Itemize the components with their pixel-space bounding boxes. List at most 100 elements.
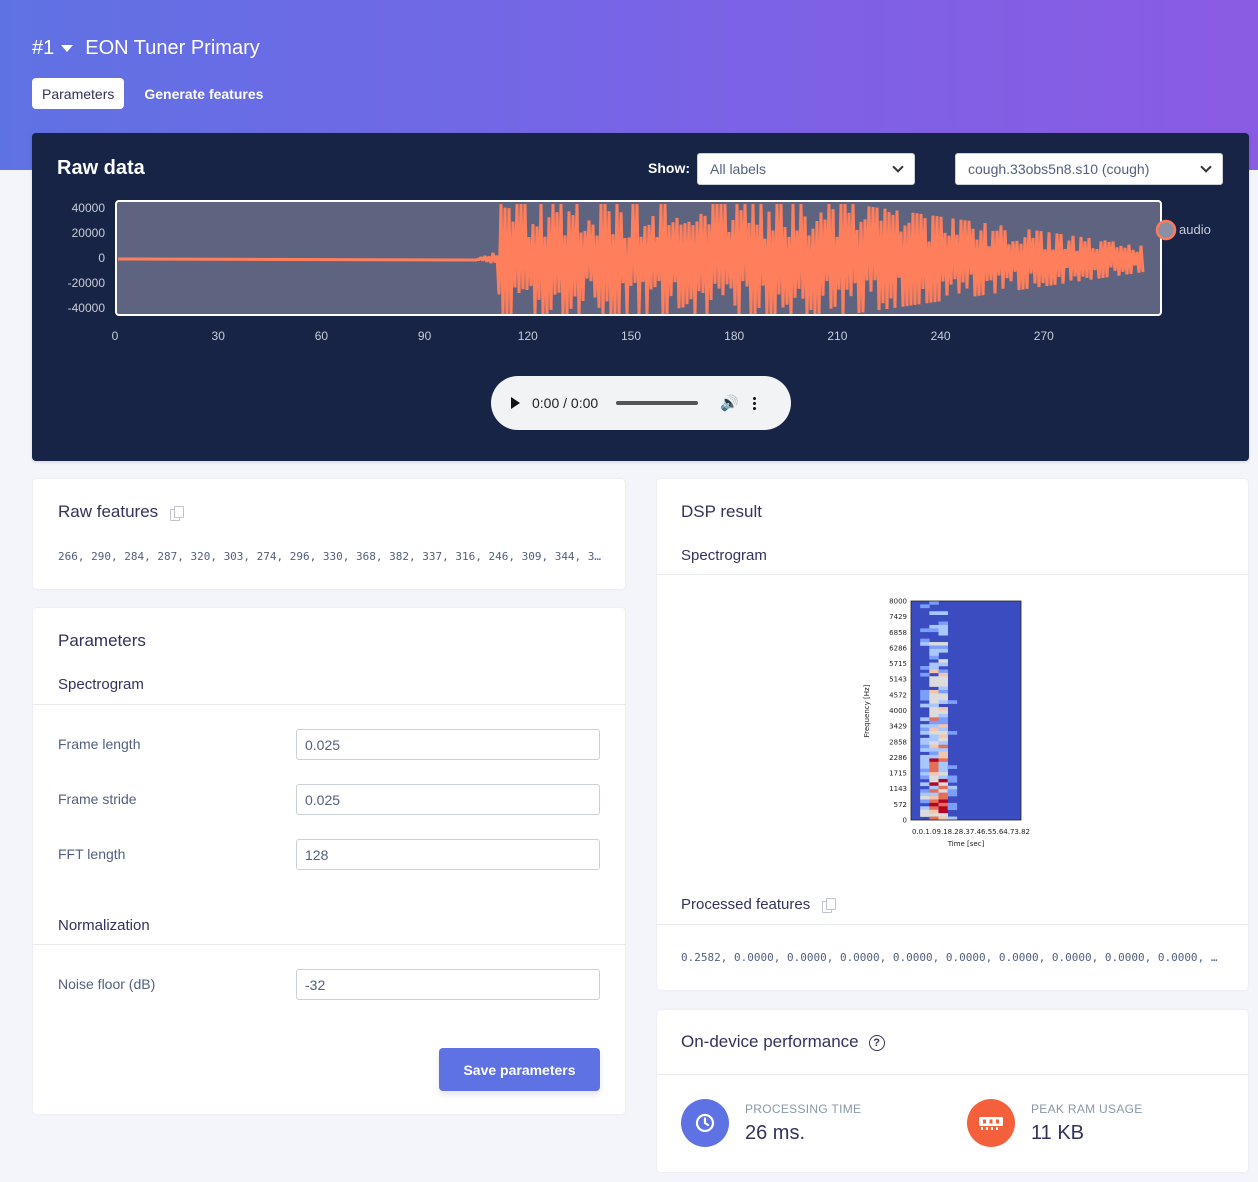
- divider: [33, 704, 625, 705]
- spectrogram-cell: [938, 686, 948, 691]
- spectrogram-y-tick: 5143: [889, 676, 907, 684]
- spectrogram-cell: [938, 662, 948, 667]
- spectrogram-cell: [938, 669, 948, 674]
- y-tick-label: -40000: [68, 301, 106, 315]
- spectrogram-cell: [938, 713, 948, 718]
- spectrogram-cell: [920, 642, 930, 646]
- spectrogram-cell: [938, 724, 948, 728]
- spectrogram-cell: [929, 645, 939, 650]
- spectrogram-cell: [929, 809, 939, 814]
- frame-stride-input[interactable]: 0.025: [296, 784, 600, 815]
- label-filter-select[interactable]: All labels: [697, 153, 915, 185]
- x-axis: 0 30 60 90 120 150 180 210 240 270: [112, 329, 1054, 343]
- spectrogram-cell: [938, 631, 948, 636]
- spectrogram-x-label: Time [sec]: [947, 840, 985, 848]
- spectrogram-y-tick: 4000: [889, 707, 907, 715]
- spectrogram-cell: [938, 775, 948, 780]
- processed-features-title: Processed features: [681, 896, 837, 914]
- parameters-title: Parameters: [58, 631, 146, 650]
- memory-chip-icon: [967, 1099, 1015, 1147]
- spectrogram-cell: [938, 765, 948, 769]
- spectrogram-cell: [929, 789, 939, 793]
- spectrogram-cell: [929, 655, 939, 660]
- tab-generate-features[interactable]: Generate features: [144, 85, 264, 102]
- spectrogram-cell: [938, 796, 948, 800]
- spectrogram-cell: [938, 754, 948, 759]
- clock-icon: [681, 1099, 729, 1147]
- spectrogram-cell: [929, 683, 939, 687]
- spectrogram-cell: [947, 775, 958, 780]
- spectrogram-cell: [920, 604, 930, 609]
- spectrogram-cell: [938, 689, 948, 694]
- fft-length-input[interactable]: 128: [296, 839, 600, 870]
- tab-parameters[interactable]: Parameters: [32, 78, 125, 109]
- audio-time: 0:00 / 0:00: [532, 395, 599, 411]
- spectrogram-cell: [929, 666, 939, 670]
- spectrogram-cell: [920, 717, 930, 722]
- help-icon[interactable]: ?: [868, 1034, 885, 1051]
- spectrogram-cell: [938, 707, 948, 711]
- spectrogram-cell: [929, 751, 939, 756]
- spectrogram-cell: [929, 700, 939, 704]
- x-tick-label: 180: [724, 329, 744, 343]
- spectrogram-x-ticks: 0.0.1.09.18.28.37.46.55.64.73.82: [912, 828, 1030, 836]
- spectrogram-cell: [929, 713, 939, 718]
- spectrogram-cell: [938, 621, 948, 626]
- copy-icon[interactable]: [822, 898, 837, 914]
- impulse-title[interactable]: #1 EON Tuner Primary: [32, 34, 260, 62]
- frame-length-input[interactable]: 0.025: [296, 729, 600, 760]
- frame-length-label: Frame length: [58, 736, 141, 752]
- spectrogram-cell: [929, 689, 939, 694]
- volume-icon[interactable]: 🔊: [720, 395, 739, 412]
- spectrogram-cell: [920, 638, 930, 643]
- spectrogram-cell: [929, 806, 939, 811]
- spectrogram-cell: [929, 744, 939, 749]
- spectrogram-cell: [938, 696, 948, 701]
- dsp-result-title: DSP result: [681, 502, 762, 521]
- spectrogram-cell: [929, 624, 939, 629]
- spectrogram-cell: [947, 700, 958, 704]
- audio-player: 0:00 / 0:00 🔊: [491, 376, 791, 430]
- spectrogram-cell: [938, 734, 948, 739]
- label-filter-value: All labels: [710, 161, 767, 177]
- audio-progress-slider[interactable]: [616, 401, 699, 405]
- noise-floor-label: Noise floor (dB): [58, 976, 156, 992]
- spectrogram-cell: [920, 775, 930, 780]
- caret-down-icon[interactable]: [61, 44, 74, 52]
- spectrogram-y-tick: 2286: [889, 754, 907, 762]
- spectrogram-cell: [929, 768, 939, 773]
- spectrogram-cell: [929, 785, 939, 790]
- spectrogram-cell: [938, 642, 948, 646]
- spectrogram-cell: [938, 611, 948, 615]
- x-tick-label: 270: [1034, 329, 1054, 343]
- x-tick-label: 150: [621, 329, 641, 343]
- copy-icon[interactable]: [170, 505, 185, 521]
- legend-marker-icon[interactable]: [1155, 219, 1177, 241]
- divider: [657, 924, 1248, 925]
- sample-select[interactable]: cough.33obs5n8.s10 (cough): [955, 153, 1223, 185]
- spectrogram-cell: [920, 761, 930, 766]
- save-parameters-button[interactable]: Save parameters: [439, 1048, 600, 1091]
- play-icon[interactable]: [511, 397, 520, 409]
- spectrogram-cell: [938, 778, 948, 783]
- spectrogram-cell: [938, 731, 948, 735]
- spectrogram-cell: [920, 666, 930, 670]
- spectrogram-cell: [929, 741, 939, 746]
- parameters-card: Parameters Spectrogram Frame length 0.02…: [33, 608, 625, 1114]
- dsp-result-card: DSP result Spectrogram 8000 7429 6858 6286 5…: [657, 479, 1248, 990]
- spectrogram-cell: [938, 768, 948, 773]
- waveform-line: [117, 203, 1145, 315]
- spectrogram-cell: [929, 669, 939, 674]
- spectrogram-cell: [929, 703, 939, 708]
- spectrogram-cell: [929, 754, 939, 759]
- spectrogram-y-tick: 2858: [889, 738, 907, 746]
- more-options-icon[interactable]: [752, 396, 756, 410]
- spectrogram-cell: [929, 642, 939, 646]
- spectrogram-cell: [947, 785, 958, 790]
- noise-floor-input[interactable]: -32: [296, 969, 600, 1000]
- spectrogram-y-axis: 8000 7429 6858 6286 5715 5143 4572 4000 3429 2858…: [889, 598, 907, 825]
- spectrogram-cell: [929, 772, 939, 776]
- processed-features-label: Processed features: [681, 896, 811, 913]
- spectrogram-y-label: Frequency [Hz]: [863, 684, 871, 737]
- spectrogram-y-tick: 1143: [889, 785, 907, 793]
